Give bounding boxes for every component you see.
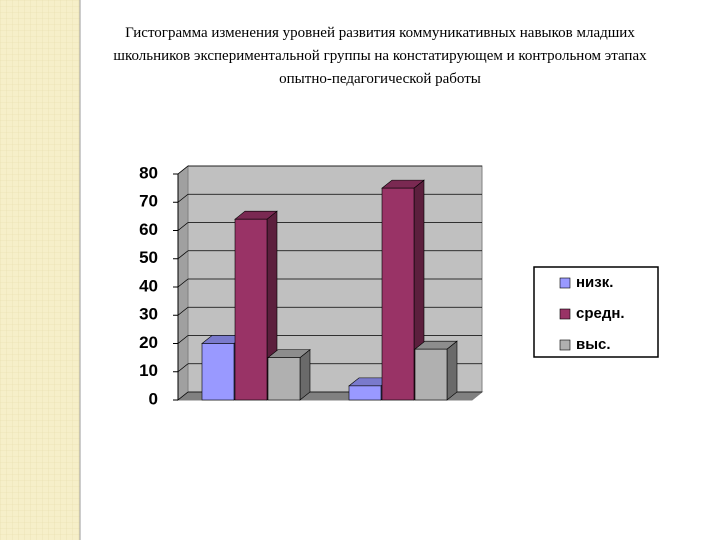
y-tick-label: 30 — [139, 305, 158, 324]
grid-line-side — [177, 278, 189, 288]
title-box: Гистограмма изменения уровней развития к… — [113, 25, 647, 87]
y-tick-label: 60 — [139, 220, 158, 239]
bar-front — [414, 348, 448, 401]
grid-line-side — [177, 250, 189, 260]
side-stripe — [0, 0, 80, 540]
bar-front — [267, 357, 301, 401]
grid-line-side — [177, 363, 189, 373]
y-tick-label: 10 — [139, 361, 158, 380]
bar-front — [201, 343, 235, 401]
y-tick-label: 0 — [149, 389, 158, 408]
y-tick-label: 80 — [139, 163, 158, 182]
y-tick-label: 70 — [139, 192, 158, 211]
grid-line-side — [177, 391, 189, 401]
bar — [414, 340, 458, 401]
grid-line-side — [177, 335, 189, 344]
bar-side — [446, 340, 458, 401]
legend-swatch — [559, 308, 571, 320]
legend-label: средн. — [576, 305, 625, 322]
grid-line-side — [177, 193, 189, 203]
bar-front — [234, 218, 268, 401]
grid-line-side — [177, 222, 189, 231]
legend-label: выс. — [576, 336, 611, 353]
bar — [267, 349, 311, 401]
grid-line-side — [177, 306, 189, 316]
bar — [234, 210, 278, 401]
legend-swatch — [559, 339, 571, 351]
bar-side — [299, 349, 311, 401]
chart-title: Гистограмма изменения уровней развития к… — [113, 25, 647, 87]
bar-front — [348, 385, 382, 401]
grid-line-side — [177, 165, 189, 175]
bar-front — [381, 187, 415, 401]
legend-box — [533, 266, 659, 358]
y-tick-label: 40 — [139, 276, 158, 295]
legend-label: низк. — [576, 274, 613, 291]
y-tick-label: 50 — [139, 248, 158, 267]
y-tick-label: 20 — [139, 333, 158, 352]
legend-swatch — [559, 277, 571, 289]
